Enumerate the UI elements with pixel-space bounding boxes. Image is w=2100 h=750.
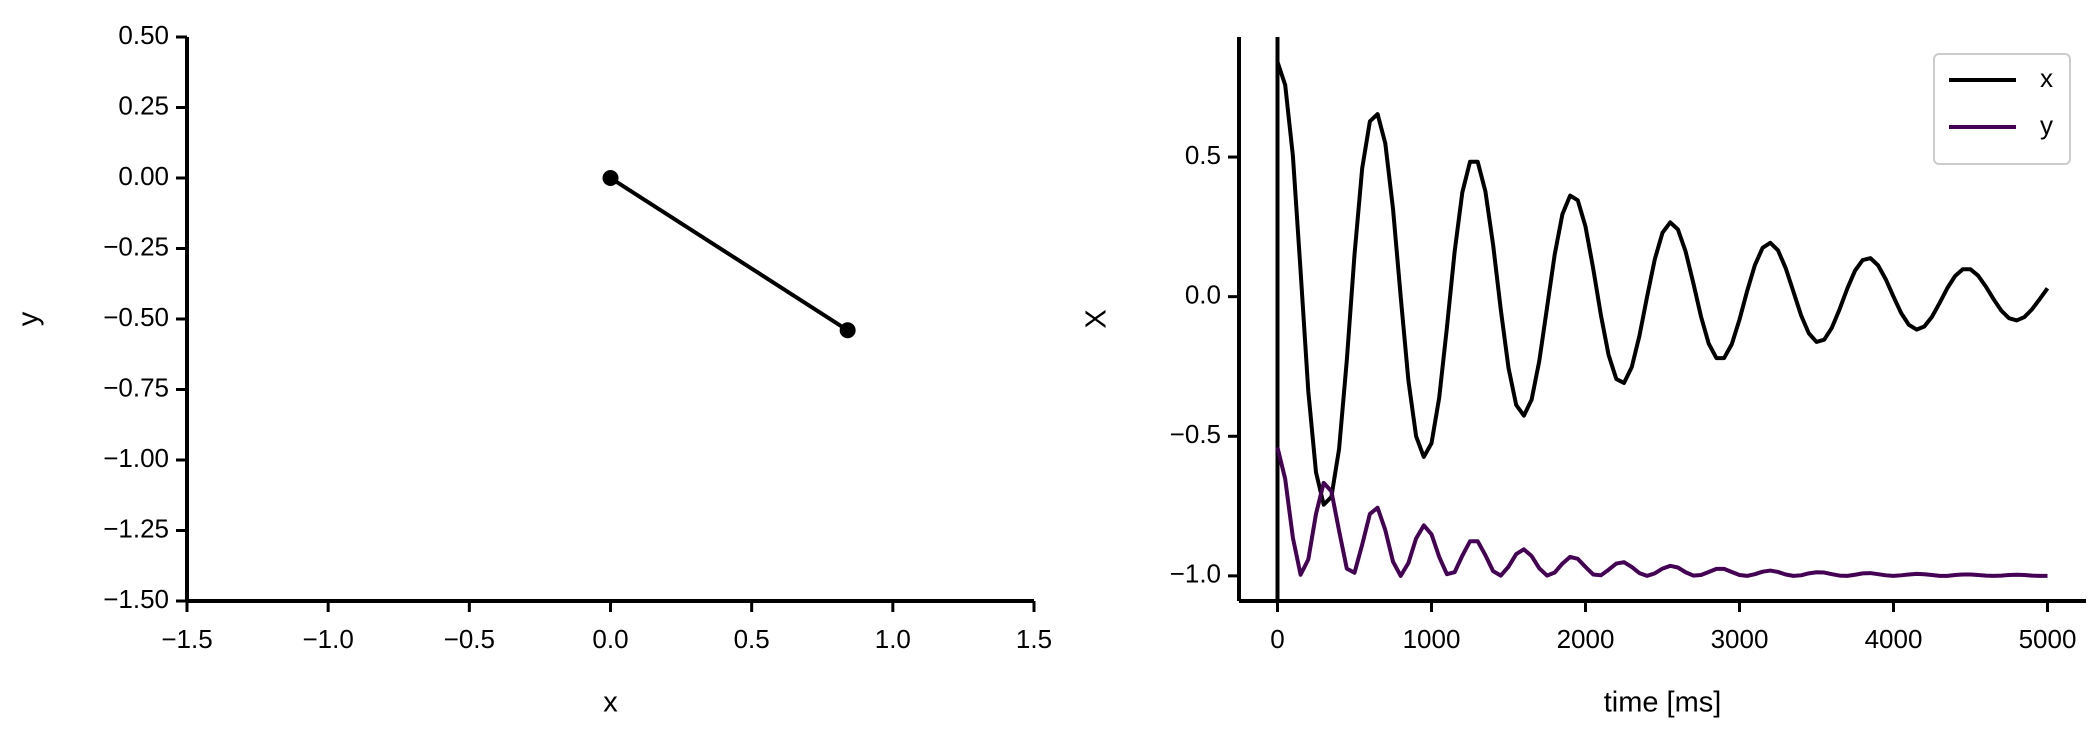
data-line <box>1275 446 2048 578</box>
data-line <box>1275 61 2050 507</box>
x-tick-label: 2000 <box>1557 624 1615 654</box>
y-tick-label: 0.25 <box>118 90 169 120</box>
y-tick-label: 0.50 <box>118 20 169 50</box>
y-tick-label: −0.75 <box>103 372 169 402</box>
y-tick-label: −1.00 <box>103 443 169 473</box>
x-tick-label: 1.0 <box>875 624 911 654</box>
x-tick-label: 1000 <box>1403 624 1461 654</box>
y-tick-label: −0.5 <box>1170 419 1221 449</box>
x-tick-label: −1.0 <box>303 624 354 654</box>
x-tick-label: 1.5 <box>1016 624 1052 654</box>
y-tick-label: −1.50 <box>103 584 169 614</box>
x-tick-label: 0.5 <box>734 624 770 654</box>
legend-label: y <box>2040 110 2053 140</box>
x-axis-label: x <box>603 687 618 719</box>
y-tick-label: 0.0 <box>1185 280 1221 310</box>
x-tick-label: −1.5 <box>161 624 212 654</box>
data-point <box>602 170 619 186</box>
data-point <box>839 322 856 339</box>
y-tick-label: −0.25 <box>103 231 169 261</box>
x-tick-label: 4000 <box>1865 624 1923 654</box>
y-tick-label: 0.00 <box>118 161 169 191</box>
y-axis-label: X <box>1081 309 1113 328</box>
y-tick-label: 0.5 <box>1185 140 1221 170</box>
x-tick-label: 3000 <box>1711 624 1769 654</box>
y-axis-label: y <box>13 311 45 326</box>
x-tick-label: −0.5 <box>444 624 495 654</box>
y-tick-label: −0.50 <box>103 302 169 332</box>
x-tick-label: 0 <box>1270 624 1284 654</box>
x-tick-label: 0.0 <box>592 624 628 654</box>
x-axis-label: time [ms] <box>1604 687 1722 719</box>
legend-label: x <box>2040 63 2053 93</box>
y-tick-label: −1.25 <box>103 513 169 543</box>
data-line <box>609 176 849 332</box>
y-tick-label: −1.0 <box>1170 559 1221 589</box>
x-tick-label: 5000 <box>2019 624 2077 654</box>
